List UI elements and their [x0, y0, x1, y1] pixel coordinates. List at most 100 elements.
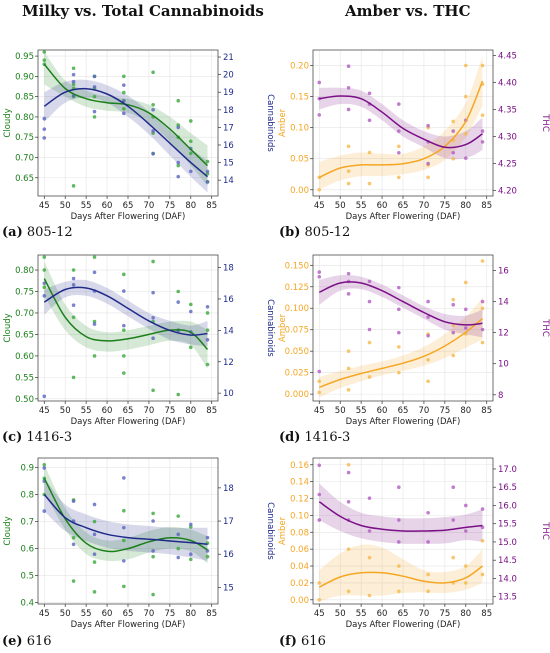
cloudy-point: [176, 546, 181, 551]
y-right-tick-label: 17: [223, 123, 234, 133]
cloudy-point: [42, 255, 47, 259]
cloudy-point: [122, 508, 126, 513]
y-left-tick-label: 0.90: [15, 72, 34, 82]
thc-point: [397, 540, 401, 544]
cloudy-point: [92, 590, 97, 594]
y-right-axis-label: THC: [540, 113, 550, 132]
thc-point: [367, 529, 372, 533]
thc-point: [451, 485, 456, 489]
y-left-tick-label: 0.16: [290, 461, 309, 471]
x-tick-label: 60: [377, 201, 388, 211]
cloudy-point: [71, 268, 76, 272]
amber-point: [480, 259, 485, 263]
y-left-tick-label: 0.10: [290, 511, 309, 521]
thc-point: [346, 86, 351, 90]
y-right-tick-label: 8: [498, 391, 503, 401]
amber-fit-line: [318, 565, 483, 588]
cannabinoids-point: [188, 169, 193, 174]
y-left-tick-label: 0.20: [290, 62, 309, 72]
cloudy-point: [151, 388, 155, 393]
cloudy-point: [92, 319, 97, 324]
left-column-title: Milky vs. Total Cannabinoids: [22, 2, 264, 20]
x-tick-label: 85: [206, 201, 217, 211]
cannabinoids-point: [42, 466, 47, 470]
chart-c: 45 50 55 60 65 70 75 80 85 0.50 0.55 0.60 0.65 0.70 0.…: [3, 254, 275, 427]
x-tick-label: 65: [398, 406, 409, 416]
amber-point: [346, 181, 351, 186]
cannabinoids-point: [188, 522, 193, 527]
cloudy-point: [188, 151, 193, 156]
x-tick-label: 45: [39, 406, 50, 416]
cannabinoids-fit-line: [43, 493, 208, 546]
x-tick-label: 85: [481, 609, 492, 619]
amber-point: [367, 555, 372, 560]
thc-point: [346, 64, 351, 69]
thc-point: [463, 326, 468, 330]
y-left-axis-label: Cloudy: [3, 108, 13, 137]
x-tick-label: 60: [377, 406, 388, 416]
y-left-tick-label: 0.06: [290, 545, 309, 555]
thc-point: [346, 500, 351, 504]
y-left-axis-label: Cloudy: [3, 516, 13, 545]
amber-point: [346, 462, 351, 467]
thc-band: [319, 87, 483, 160]
amber-point: [480, 306, 485, 311]
amber-point: [463, 94, 468, 99]
y-left-tick-label: 0.04: [290, 562, 309, 572]
cloudy-point: [122, 584, 126, 589]
thc-point: [451, 330, 456, 335]
y-left-tick-label: 0.8: [20, 491, 34, 501]
cloudy-fit-line: [43, 477, 208, 553]
thc-point: [346, 470, 351, 475]
x-tick-label: 80: [185, 406, 196, 416]
y-left-tick-label: 0.75: [15, 288, 34, 298]
x-tick-label: 70: [144, 609, 155, 619]
cannabinoids-point: [92, 502, 97, 507]
x-axis-label: Days After Flowering (DAF): [346, 620, 461, 630]
cannabinoids-point: [71, 79, 76, 84]
cloudy-point: [122, 272, 126, 277]
thc-point: [317, 80, 322, 85]
amber-point: [426, 175, 430, 180]
amber-point: [480, 538, 485, 543]
thc-point: [317, 492, 322, 497]
y-left-tick-label: 0.00: [290, 186, 309, 196]
x-tick-label: 45: [314, 609, 325, 619]
thc-point: [451, 150, 456, 155]
y-right-tick-label: 14: [223, 176, 234, 186]
amber-point: [346, 144, 351, 149]
y-right-tick-label: 17.0: [498, 465, 517, 475]
grid: [38, 255, 218, 401]
y-right-tick-label: 14: [223, 326, 234, 336]
thc-point: [367, 91, 372, 96]
cloudy-point: [71, 315, 76, 320]
y-right-tick-label: 17: [223, 517, 234, 527]
y-left-tick-label: 0.80: [15, 266, 34, 276]
thc-point: [480, 525, 485, 530]
cannabinoids-point: [176, 174, 181, 179]
x-tick-label: 55: [81, 406, 92, 416]
y-left-tick-label: 0.75: [15, 133, 34, 143]
x-tick-label: 85: [481, 406, 492, 416]
caption-c: (c) 1416-3: [2, 430, 73, 445]
y-right-tick-label: 18: [223, 106, 234, 116]
y-right-tick-label: 15: [223, 583, 234, 593]
y-right-tick-label: 15.0: [498, 538, 517, 548]
y-left-tick-label: 0.9: [20, 463, 34, 473]
y-right-tick-label: 12: [223, 358, 234, 368]
chart-d: 45 50 55 60 65 70 75 80 85 0.000 0.025 0.050 0.075 0.…: [278, 254, 550, 427]
x-axis-label: Days After Flowering (DAF): [346, 212, 461, 222]
y-left-tick-label: 0.95: [15, 52, 34, 62]
y-right-tick-label: 15: [223, 159, 234, 169]
x-tick-label: 85: [206, 609, 217, 619]
y-right-tick-label: 10: [223, 389, 234, 399]
y-left-tick-label: 0.075: [285, 326, 309, 336]
x-tick-label: 75: [439, 406, 450, 416]
thc-fit-line: [319, 95, 483, 149]
grid: [313, 458, 493, 604]
y-left-tick-label: 0.80: [15, 113, 34, 123]
amber-point: [480, 113, 485, 118]
cloudy-point: [122, 354, 126, 358]
cloudy-point: [122, 90, 126, 95]
x-tick-label: 60: [102, 406, 113, 416]
